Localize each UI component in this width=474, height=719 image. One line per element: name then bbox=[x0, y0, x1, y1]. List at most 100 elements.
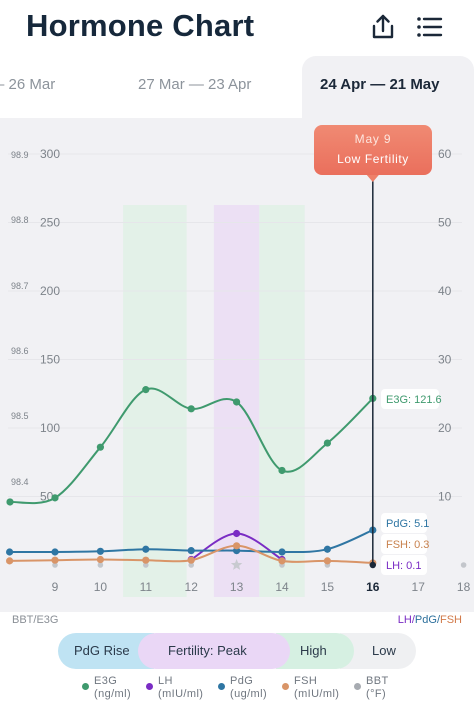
share-icon[interactable] bbox=[368, 12, 398, 42]
fsh-point bbox=[233, 542, 241, 550]
legend-label-bbt: BBT bbox=[366, 675, 389, 687]
e3g-point bbox=[51, 494, 59, 502]
legend-unit-bbt: (°F) bbox=[366, 688, 387, 700]
peak-star-icon bbox=[230, 559, 243, 570]
phase-fertility-peak-label: Fertility: Peak bbox=[168, 643, 247, 658]
pdg-point bbox=[6, 548, 14, 556]
header: Hormone Chart bbox=[0, 0, 474, 56]
e3g-value-pill bbox=[381, 389, 439, 409]
bbt-point bbox=[143, 562, 149, 568]
e3g-point bbox=[142, 386, 150, 394]
pdg-point bbox=[323, 545, 331, 553]
tooltip-status: Low Fertility bbox=[337, 152, 409, 166]
bbt-point bbox=[52, 562, 58, 568]
chart-band bbox=[259, 205, 305, 597]
e3g-point bbox=[96, 443, 104, 451]
x-tick-label: 15 bbox=[321, 580, 335, 594]
legend-label-lh: LH bbox=[158, 675, 173, 687]
e3g-tick-label: 300 bbox=[40, 147, 60, 161]
tooltip-arrow bbox=[366, 175, 379, 182]
bbt-tick-label: 98.8 bbox=[11, 215, 29, 225]
tab-27-mar-23-apr[interactable]: 27 Mar — 23 Apr bbox=[138, 76, 252, 93]
e3g-tick-label: 200 bbox=[40, 284, 60, 298]
fsh-point bbox=[323, 557, 331, 565]
legend-dot-pdg bbox=[218, 683, 225, 690]
e3g-point bbox=[233, 398, 241, 406]
tab-previous-range[interactable]: – 26 Mar bbox=[0, 76, 56, 93]
x-tick-label: 18 bbox=[457, 580, 471, 594]
pdg-point bbox=[51, 548, 59, 556]
pdg-value-pill bbox=[381, 513, 427, 533]
pdg-value-label: PdG: 5.1 bbox=[386, 518, 429, 530]
right-axis-caption-lh: LH bbox=[397, 614, 412, 626]
right-tick-label: 20 bbox=[438, 421, 452, 435]
fsh-point bbox=[187, 556, 195, 564]
fsh-value-label: FSH: 0.3 bbox=[386, 539, 429, 551]
tooltip-box bbox=[314, 125, 432, 175]
lh-value-pill bbox=[381, 555, 427, 575]
x-tick-label: 11 bbox=[140, 580, 153, 594]
legend-dot-bbt bbox=[354, 683, 361, 690]
e3g-tick-label: 100 bbox=[40, 421, 60, 435]
legend-unit-fsh: (mIU/ml) bbox=[294, 688, 340, 700]
page-title: Hormone Chart bbox=[26, 8, 255, 43]
fsh-point bbox=[96, 555, 104, 564]
x-tick-label: 10 bbox=[94, 580, 108, 594]
legend-dot-fsh bbox=[282, 683, 289, 690]
phase-pdg-rise-label: PdG Rise bbox=[74, 643, 130, 658]
right-tick-label: 40 bbox=[438, 284, 452, 298]
bbt-point bbox=[97, 562, 104, 568]
lh-value-label: LH: 0.1 bbox=[386, 560, 421, 572]
lh-point bbox=[233, 529, 241, 538]
right-axis-caption-pdg: PdG bbox=[414, 614, 437, 626]
x-tick-label: 17 bbox=[412, 580, 426, 594]
e3g-point bbox=[187, 405, 195, 413]
x-tick-label: 16 bbox=[366, 580, 380, 594]
bbt-tick-label: 98.5 bbox=[11, 411, 29, 421]
fertility-phase-bar: PdG Rise Fertility: Peak High Low bbox=[58, 633, 416, 669]
e3g-value-label: E3G: 121.6 bbox=[386, 394, 442, 406]
hormone-chart[interactable]: 98.4 98.5 98.6 98.7 98.8 98.9 50 100 150 200 250 30… bbox=[0, 118, 474, 612]
legend-dot-lh bbox=[146, 683, 153, 690]
e3g-point bbox=[6, 498, 14, 506]
pdg-point bbox=[278, 548, 286, 556]
legend-label-e3g: E3G bbox=[94, 675, 118, 687]
fsh-point bbox=[278, 557, 286, 565]
pdg-point bbox=[142, 545, 150, 553]
left-axis-caption: BBT/E3G bbox=[12, 614, 59, 626]
phase-fertility-peak[interactable] bbox=[138, 633, 290, 669]
legend-label-fsh: FSH bbox=[294, 675, 318, 687]
tab-24-apr-21-may[interactable]: 24 Apr — 21 May bbox=[320, 76, 440, 93]
legend-unit-pdg: (ug/ml) bbox=[230, 688, 268, 700]
right-tick-label: 50 bbox=[438, 216, 452, 230]
fsh-point bbox=[6, 557, 14, 565]
right-axis-caption-fsh: FSH bbox=[440, 614, 462, 626]
legend-unit-lh: (mIU/ml) bbox=[158, 688, 204, 700]
x-tick-label: 12 bbox=[185, 580, 199, 594]
right-axis-caption-sep-1: / bbox=[411, 614, 415, 626]
right-tick-label: 30 bbox=[438, 353, 452, 367]
legend-dot-e3g bbox=[82, 683, 89, 690]
fsh-point bbox=[51, 556, 59, 564]
selection-point bbox=[369, 561, 376, 569]
bbt-point bbox=[188, 562, 194, 568]
right-tick-label: 10 bbox=[438, 490, 452, 504]
x-tick-label: 9 bbox=[52, 580, 59, 594]
date-range-tabs: – 26 Mar 27 Mar — 23 Apr 24 Apr — 21 May bbox=[0, 56, 474, 118]
phase-high-label: High bbox=[300, 643, 327, 658]
legend-unit-e3g: (ng/ml) bbox=[94, 688, 132, 700]
phase-low-label: Low bbox=[372, 643, 396, 658]
list-menu-icon[interactable] bbox=[414, 12, 444, 42]
right-tick-label: 60 bbox=[438, 147, 452, 161]
pdg-point bbox=[187, 547, 195, 555]
bbt-tick-label: 98.7 bbox=[11, 281, 29, 291]
fsh-value-pill bbox=[381, 534, 427, 554]
e3g-point bbox=[278, 466, 286, 475]
e3g-point bbox=[323, 439, 331, 447]
chart-legend: E3G (ng/ml) LH (mIU/ml) PdG (ug/ml) FSH (mIU… bbox=[0, 674, 474, 714]
bbt-tick-label: 98.6 bbox=[11, 346, 29, 356]
bbt-tick-label: 98.9 bbox=[11, 150, 29, 160]
right-axis-caption: LH/PdG/FSH bbox=[398, 614, 462, 626]
tooltip-date: May 9 bbox=[355, 132, 392, 146]
bbt-point bbox=[460, 562, 467, 568]
